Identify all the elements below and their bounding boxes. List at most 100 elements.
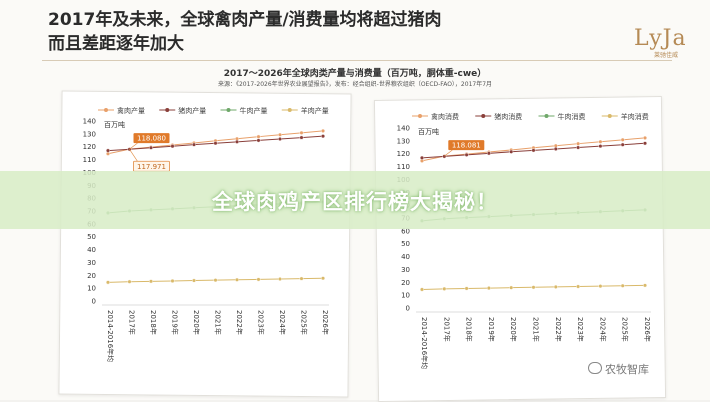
x-tick-label: 2018年 <box>149 310 158 335</box>
data-point <box>420 287 425 292</box>
brand-logo-subtitle: 莱驰佳威 <box>654 52 679 59</box>
data-point <box>643 135 648 140</box>
data-point <box>170 278 175 283</box>
wechat-icon <box>588 362 602 374</box>
consumption-chart: 禽肉消费猪肉消费牛肉消费羊肉消费百万吨010203040506070809010… <box>397 112 652 369</box>
legend-label: 牛肉产量 <box>240 106 268 115</box>
y-tick-label: 130 <box>397 137 410 145</box>
y-tick-label: 0 <box>406 305 410 313</box>
callout-label: 117.971 <box>137 163 166 171</box>
legend-label: 牛肉消费 <box>558 112 586 121</box>
x-tick-label: 2019年 <box>487 317 496 342</box>
callout-box <box>448 140 485 151</box>
legend-label: 羊肉消费 <box>621 112 649 121</box>
data-point <box>486 151 491 156</box>
data-point <box>598 144 603 149</box>
data-point <box>299 276 304 281</box>
data-point <box>643 283 648 288</box>
y-tick-label: 10 <box>401 292 410 300</box>
watermark-text: 农牧智库 <box>605 363 649 376</box>
headline: 2017年及未来，全球禽肉产量/消费量均将超过猪肉 而且差距逐年加大 <box>48 8 568 56</box>
data-point <box>486 286 491 291</box>
y-tick-label: 20 <box>87 272 96 280</box>
data-point <box>277 137 282 142</box>
data-point <box>576 145 581 150</box>
data-point <box>553 284 558 289</box>
data-point <box>509 149 514 154</box>
watermark: 农牧智库 <box>588 361 649 377</box>
data-point <box>234 139 239 144</box>
data-point <box>321 134 326 139</box>
data-point <box>256 277 261 282</box>
legend-swatch-marker <box>165 108 170 112</box>
promo-banner[interactable] <box>0 171 710 229</box>
callout-leader <box>444 149 453 157</box>
data-point <box>191 142 196 147</box>
data-point <box>148 145 153 150</box>
legend-swatch-marker <box>481 114 486 118</box>
data-point <box>620 283 625 288</box>
y-tick-label: 110 <box>397 163 410 171</box>
x-tick-label: 2022年 <box>554 317 563 342</box>
chart-title: 2017～2026年全球肉类产量与消费量（百万吨，胴体重-cwe） <box>223 69 487 79</box>
data-point <box>234 277 239 282</box>
y-tick-label: 0 <box>92 298 96 306</box>
x-tick-label: 2019年 <box>171 310 180 335</box>
legend-label: 羊肉产量 <box>301 106 329 115</box>
y-tick-label: 30 <box>87 259 96 267</box>
x-tick-label: 2025年 <box>300 310 309 335</box>
data-point <box>442 286 447 291</box>
value-callout: 117.971 <box>129 149 170 172</box>
data-point <box>321 276 326 281</box>
brand-logo: LyJa <box>634 26 687 51</box>
x-tick-label: 2014-2016年均 <box>420 317 429 369</box>
x-tick-label: 2017年 <box>128 310 137 335</box>
value-callout: 118.081 <box>444 140 485 157</box>
data-point <box>576 284 581 289</box>
legend-label: 猪肉产量 <box>178 106 206 115</box>
x-tick-label: 2021年 <box>214 310 223 335</box>
x-tick-label: 2021年 <box>532 317 541 342</box>
data-point <box>576 141 581 146</box>
legend-swatch-marker <box>226 108 231 112</box>
data-point <box>170 144 175 149</box>
callout-leader <box>129 142 138 150</box>
data-point <box>299 135 304 140</box>
headline-line-2: 而且差距逐年加大 <box>48 34 184 54</box>
x-tick-label: 2022年 <box>235 310 244 335</box>
y-axis-label: 百万吨 <box>104 120 125 129</box>
promo-banner-text[interactable]: 全球肉鸡产区排行榜大揭秘！ <box>212 190 498 214</box>
data-point <box>256 134 261 139</box>
x-tick-label: 2017年 <box>442 317 451 342</box>
data-point <box>127 279 132 284</box>
data-point <box>553 146 558 151</box>
data-point <box>598 284 603 289</box>
y-tick-label: 40 <box>87 246 96 254</box>
legend-swatch-marker <box>607 114 612 118</box>
data-point <box>598 139 603 144</box>
y-tick-label: 110 <box>83 156 96 164</box>
legend-label: 猪肉消费 <box>494 112 522 121</box>
y-tick-label: 20 <box>401 279 410 287</box>
callout-box <box>133 133 170 144</box>
legend-label: 禽肉消费 <box>431 112 459 121</box>
data-point <box>321 128 326 133</box>
data-point <box>464 286 469 291</box>
legend-swatch-marker <box>418 114 422 118</box>
x-tick-label: 2025年 <box>621 317 630 342</box>
data-point <box>213 278 218 283</box>
data-point <box>464 152 469 157</box>
data-point <box>620 137 625 142</box>
data-point <box>106 280 111 285</box>
data-point <box>256 138 261 143</box>
callout-label: 118.081 <box>452 142 481 150</box>
legend-swatch-marker <box>287 108 292 112</box>
data-point <box>531 148 536 153</box>
y-tick-label: 50 <box>401 240 410 248</box>
chart-source: 来源：《2017-2026年世界农业展望报告》，发布：经合组织-世界粮农组织（O… <box>217 81 493 88</box>
data-point <box>213 141 218 146</box>
x-tick-label: 2020年 <box>509 317 518 342</box>
data-point <box>643 141 648 146</box>
data-point <box>277 132 282 137</box>
x-tick-label: 2024年 <box>598 317 607 342</box>
